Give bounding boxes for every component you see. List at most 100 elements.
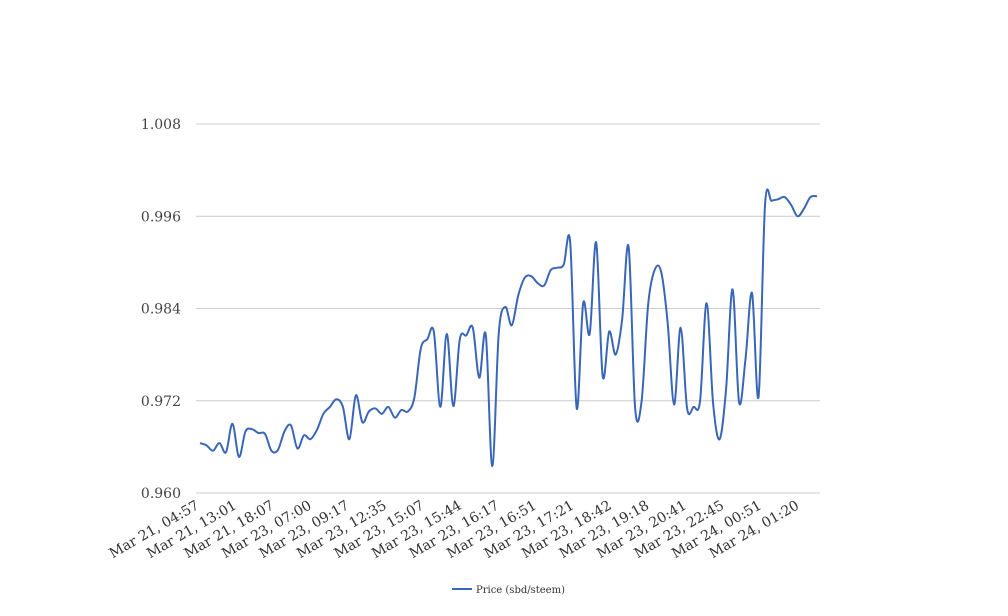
data-point: [810, 196, 812, 198]
data-point: [212, 450, 214, 452]
y-tick-label: 0.984: [141, 302, 181, 318]
data-point: [472, 327, 474, 329]
data-point: [433, 331, 435, 333]
data-point: [322, 413, 324, 415]
data-point: [465, 334, 467, 336]
data-point: [270, 450, 272, 452]
data-point: [511, 324, 513, 326]
data-point: [459, 338, 461, 340]
data-point: [368, 411, 370, 413]
data-point: [680, 327, 682, 329]
data-point: [660, 271, 662, 273]
data-point: [738, 401, 740, 403]
data-point: [751, 292, 753, 294]
data-point: [504, 306, 506, 308]
data-point: [218, 442, 220, 444]
data-point: [283, 431, 285, 433]
data-point: [407, 411, 409, 413]
legend-label: Price (sbd/steem): [476, 585, 565, 596]
data-point: [563, 264, 565, 266]
data-point: [641, 400, 643, 402]
data-point: [257, 432, 259, 434]
data-point: [491, 465, 493, 467]
series-line-price: [199, 188, 818, 468]
data-point: [342, 406, 344, 408]
data-point: [608, 331, 610, 333]
data-point: [556, 267, 558, 269]
data-point: [771, 200, 773, 202]
data-point: [426, 338, 428, 340]
data-point: [550, 269, 552, 271]
data-point: [569, 241, 571, 243]
data-point: [348, 438, 350, 440]
legend: Price (sbd/steem): [452, 585, 565, 596]
data-point: [452, 405, 454, 407]
data-point: [777, 198, 779, 200]
data-point: [478, 377, 480, 379]
data-point: [394, 417, 396, 419]
data-point: [686, 407, 688, 409]
data-point: [374, 407, 376, 409]
data-point: [595, 241, 597, 243]
data-point: [706, 302, 708, 304]
data-point: [244, 431, 246, 433]
data-point: [803, 208, 805, 210]
data-point: [764, 204, 766, 206]
data-point: [745, 357, 747, 359]
data-point: [647, 304, 649, 306]
data-point: [335, 398, 337, 400]
data-point: [381, 413, 383, 415]
data-point: [758, 396, 760, 398]
data-point: [498, 332, 500, 334]
data-point: [290, 424, 292, 426]
y-tick-label: 0.972: [141, 394, 181, 410]
data-point: [634, 407, 636, 409]
data-point: [797, 215, 799, 217]
data-point: [530, 275, 532, 277]
data-point: [446, 333, 448, 335]
data-point: [543, 284, 545, 286]
data-point: [238, 456, 240, 458]
data-point: [790, 204, 792, 206]
data-point: [251, 428, 253, 430]
data-point: [719, 438, 721, 440]
data-point: [732, 288, 734, 290]
data-point: [654, 269, 656, 271]
data-point: [693, 406, 695, 408]
data-point: [199, 442, 201, 444]
y-axis-tick-labels: 0.960 0.972 0.984 0.996 1.008: [141, 117, 181, 502]
data-point: [602, 375, 604, 377]
data-point: [576, 407, 578, 409]
y-tick-label: 0.996: [141, 209, 181, 225]
data-point: [628, 246, 630, 248]
data-point: [816, 195, 818, 197]
data-point: [582, 302, 584, 304]
data-point: [264, 433, 266, 435]
data-point: [517, 294, 519, 296]
data-point: [225, 451, 227, 453]
data-point: [784, 196, 786, 198]
data-point: [615, 354, 617, 356]
series-layer: [199, 188, 818, 468]
y-tick-label: 0.960: [141, 486, 181, 502]
data-point: [387, 406, 389, 408]
data-point: [309, 438, 311, 440]
data-point: [231, 423, 233, 425]
data-point: [699, 400, 701, 402]
data-point: [303, 434, 305, 436]
data-point: [712, 402, 714, 404]
data-point: [361, 421, 363, 423]
data-point: [296, 447, 298, 449]
data-point: [420, 347, 422, 349]
data-point: [439, 406, 441, 408]
data-point: [537, 282, 539, 284]
data-point: [355, 394, 357, 396]
data-point: [329, 406, 331, 408]
data-point: [413, 397, 415, 399]
data-point: [725, 388, 727, 390]
data-point: [485, 334, 487, 336]
data-point: [316, 429, 318, 431]
y-tick-label: 1.008: [141, 117, 181, 133]
